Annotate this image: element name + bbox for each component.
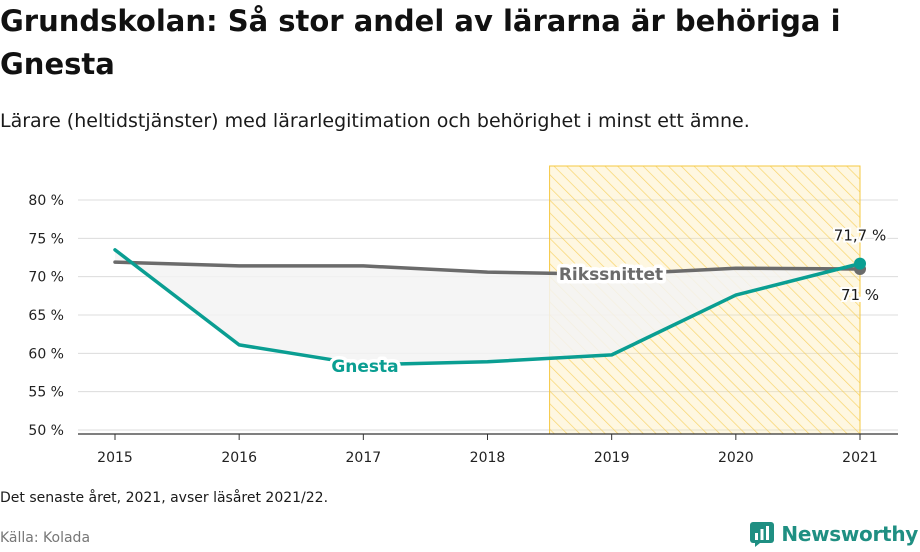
end-label-gnesta: 71,7 % xyxy=(834,227,886,245)
x-tick-label: 2017 xyxy=(346,450,382,466)
chart-title: Grundskolan: Så stor andel av lärarna är… xyxy=(0,4,841,81)
footnote: Det senaste året, 2021, avser läsåret 20… xyxy=(0,490,329,506)
end-label-rikssnittet: 71 % xyxy=(841,286,879,304)
x-tick-label: 2015 xyxy=(97,450,133,466)
chart-subtitle: Lärare (heltidstjänster) med lärarlegiti… xyxy=(0,110,750,132)
series-label-rikssnittet: Rikssnittet xyxy=(559,265,663,285)
y-tick-label: 55 % xyxy=(28,385,64,401)
y-tick-label: 50 % xyxy=(28,423,64,439)
y-tick-label: 70 % xyxy=(28,270,64,286)
y-tick-label: 75 % xyxy=(28,231,64,247)
x-tick-label: 2019 xyxy=(594,450,630,466)
series-label-gnesta: Gnesta xyxy=(331,357,398,377)
brand-logo[interactable]: Newsworthy xyxy=(749,518,918,550)
x-tick-label: 2018 xyxy=(470,450,506,466)
x-tick-label: 2016 xyxy=(221,450,257,466)
end-point-gnesta xyxy=(854,257,866,270)
newsworthy-logo-icon xyxy=(750,522,775,547)
source-label: Källa: Kolada xyxy=(0,530,91,546)
series-line-gnesta xyxy=(113,248,862,367)
series-line-rikssnittet xyxy=(113,260,862,277)
y-tick-label: 80 % xyxy=(28,193,64,209)
y-tick-label: 65 % xyxy=(28,308,64,324)
x-tick-label: 2021 xyxy=(842,450,878,466)
line-chart: 50 % 55 % 60 % 65 % 70 % 75 % 80 % 2015 2016 2017… xyxy=(28,165,898,466)
x-tick-label: 2020 xyxy=(718,450,754,466)
difference-area xyxy=(115,249,860,365)
y-tick-label: 60 % xyxy=(28,346,64,362)
brand-name: Newsworthy xyxy=(781,522,918,546)
